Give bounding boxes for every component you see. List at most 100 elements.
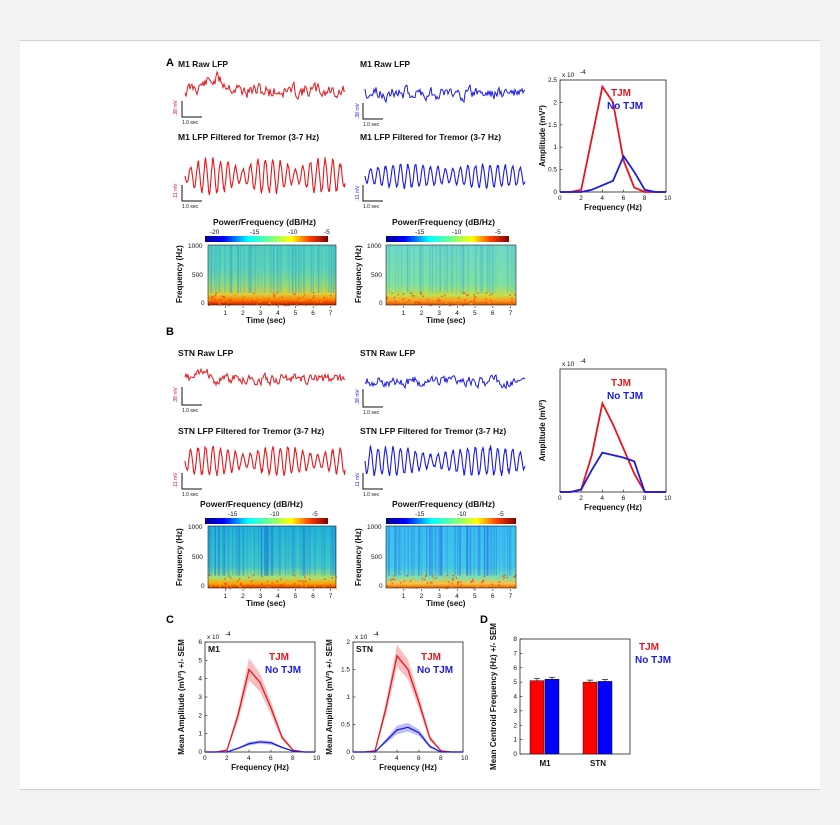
- spectrogram-speckle: [473, 294, 476, 296]
- spectrogram-speckle: [329, 583, 331, 586]
- spectrogram-stripe: [470, 526, 471, 576]
- spectrogram-stripe: [288, 245, 290, 293]
- spectrogram-stripe: [277, 245, 279, 293]
- spectrogram-speckle: [214, 294, 217, 297]
- spectrogram-speckle: [247, 584, 249, 587]
- spectrogram-speckle: [302, 581, 305, 584]
- spectrogram-stripe: [489, 245, 491, 293]
- spec-xtick-label: 4: [455, 593, 459, 600]
- svg-text:-15: -15: [415, 511, 425, 518]
- spectrogram-speckle: [482, 579, 485, 582]
- spectrogram-speckle: [321, 294, 324, 296]
- spectrogram-speckle: [490, 299, 492, 302]
- spectrogram-speckle: [498, 584, 500, 587]
- spectrogram-stripe: [314, 526, 316, 576]
- spectrogram-speckle: [223, 295, 225, 298]
- spectrogram-speckle: [271, 582, 274, 584]
- m1-raw-title-right: M1 Raw LFP: [360, 59, 410, 69]
- spectrogram-speckle: [470, 297, 473, 299]
- y-exponent-power: -4: [580, 69, 586, 76]
- spectrogram-speckle: [447, 296, 449, 299]
- spectrogram-speckle: [430, 298, 433, 300]
- spectrogram-speckle: [238, 578, 241, 580]
- spectrogram-speckle: [487, 297, 489, 299]
- spectrogram-speckle: [330, 294, 332, 297]
- spectrogram-speckle: [229, 588, 231, 590]
- spectrogram-speckle: [310, 583, 312, 585]
- spectrogram-speckle: [453, 577, 455, 579]
- spectrogram-speckle: [271, 584, 273, 587]
- spectrogram-stripe: [457, 526, 459, 576]
- spectrogram-stripe: [264, 526, 266, 576]
- spectrogram-speckle: [323, 296, 325, 299]
- spectrogram-speckle: [425, 575, 427, 578]
- spectrogram-stripe: [264, 526, 266, 576]
- spectrogram-speckle: [452, 579, 454, 581]
- spectrogram-speckle: [312, 296, 315, 299]
- spectrogram-speckle: [426, 582, 429, 584]
- spectrogram-speckle: [230, 298, 232, 301]
- spectrogram-speckle: [480, 581, 482, 583]
- spectrogram-speckle: [386, 296, 388, 299]
- spectrogram-stripe: [329, 245, 330, 293]
- spectrogram-speckle: [411, 583, 413, 585]
- spectrogram-stripe: [332, 526, 334, 576]
- spec-ytick-a2-1: 500: [371, 272, 382, 279]
- spectrogram-stripe: [431, 526, 433, 576]
- spectrogram-speckle: [256, 303, 258, 306]
- y-exponent-power: -4: [225, 631, 231, 638]
- svg-text:-10: -10: [452, 229, 462, 236]
- spectrogram-speckle: [485, 302, 488, 304]
- spectrogram-stripe: [262, 245, 263, 293]
- spectrogram-speckle: [444, 587, 446, 590]
- spectrogram-stripe: [227, 526, 230, 576]
- svg-text:-15: -15: [250, 229, 260, 236]
- spectrogram-stripe: [303, 245, 305, 293]
- svg-text:-10: -10: [288, 229, 298, 236]
- spectrogram-speckle: [223, 582, 226, 585]
- spectrogram-speckle: [387, 586, 390, 589]
- spectrogram-speckle: [237, 577, 240, 580]
- spectrogram-speckle: [228, 301, 230, 303]
- spectrogram-speckle: [394, 303, 396, 305]
- xtick-label: 0: [351, 755, 355, 762]
- spectrogram-stripe: [514, 245, 515, 293]
- time-scale-a2: 1.0 sec: [363, 122, 380, 128]
- spectrogram-speckle: [329, 577, 331, 579]
- spectrogram-stripe: [287, 245, 289, 293]
- spectrogram-a-left: [208, 245, 336, 305]
- spectrogram-speckle: [304, 575, 306, 577]
- stn-raw-title-right: STN Raw LFP: [360, 348, 416, 358]
- ytick-label: 4: [198, 676, 202, 683]
- spectrogram-speckle: [443, 576, 445, 579]
- spec-xtick-label: 4: [276, 593, 280, 600]
- spectrogram-speckle: [224, 578, 226, 580]
- spectrogram-speckle: [455, 577, 457, 579]
- spectrogram-speckle: [288, 301, 291, 303]
- spectrogram-stripe: [421, 526, 423, 576]
- spectrogram-stripe: [237, 245, 239, 293]
- spectrogram-speckle: [436, 292, 438, 295]
- spectrogram-speckle: [218, 302, 221, 304]
- spectrogram-speckle: [301, 586, 303, 589]
- spectrogram-stripe: [238, 526, 240, 576]
- spectrogram-stripe: [230, 245, 232, 293]
- raw-scale-left-b: .38 mV: [173, 386, 179, 403]
- spectrogram-stripe: [231, 245, 233, 293]
- spectrogram-speckle: [468, 299, 471, 301]
- spectrogram-stripe: [304, 526, 306, 576]
- spectrogram-speckle: [416, 293, 418, 296]
- spectrogram-speckle: [321, 295, 323, 298]
- spectrogram-speckle: [506, 576, 508, 579]
- spectrogram-speckle: [303, 580, 305, 583]
- spec-ytick-b1-2: 0: [201, 583, 205, 590]
- trace-line: [184, 445, 346, 477]
- spectrogram-speckle: [470, 299, 472, 301]
- svg-text:-5: -5: [324, 229, 330, 236]
- spec-ylabel-b2: Frequency (Hz): [354, 528, 363, 586]
- spectrogram-stripe: [479, 526, 481, 576]
- spectrogram-speckle: [309, 299, 311, 301]
- m1-raw-trace-tjm: [184, 70, 346, 101]
- spectrogram-speckle: [451, 577, 454, 580]
- spec-xtick-label: 7: [329, 593, 333, 600]
